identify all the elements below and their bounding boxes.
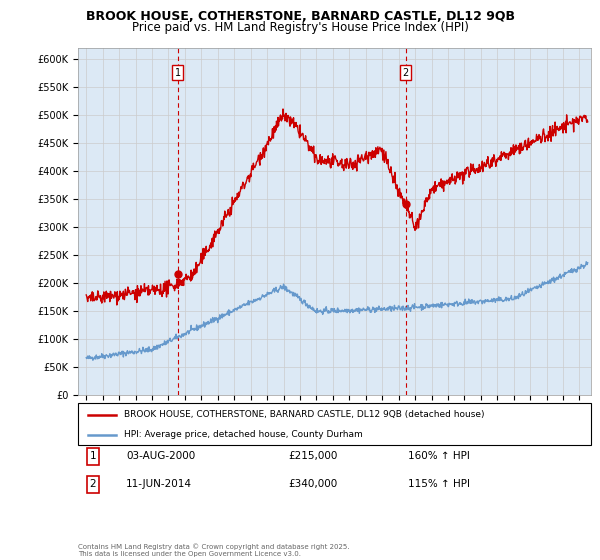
Text: 11-JUN-2014: 11-JUN-2014 [126, 479, 192, 489]
FancyBboxPatch shape [78, 403, 591, 445]
Text: £215,000: £215,000 [288, 451, 337, 461]
Text: Contains HM Land Registry data © Crown copyright and database right 2025.
This d: Contains HM Land Registry data © Crown c… [78, 544, 349, 557]
Text: 115% ↑ HPI: 115% ↑ HPI [408, 479, 470, 489]
Text: 1: 1 [175, 68, 181, 78]
Text: HPI: Average price, detached house, County Durham: HPI: Average price, detached house, Coun… [124, 430, 363, 439]
Text: Price paid vs. HM Land Registry's House Price Index (HPI): Price paid vs. HM Land Registry's House … [131, 21, 469, 34]
Text: BROOK HOUSE, COTHERSTONE, BARNARD CASTLE, DL12 9QB (detached house): BROOK HOUSE, COTHERSTONE, BARNARD CASTLE… [124, 410, 485, 419]
Text: 2: 2 [403, 68, 409, 78]
Text: 1: 1 [89, 451, 97, 461]
Text: 03-AUG-2000: 03-AUG-2000 [126, 451, 195, 461]
Text: £340,000: £340,000 [288, 479, 337, 489]
Text: 160% ↑ HPI: 160% ↑ HPI [408, 451, 470, 461]
Text: BROOK HOUSE, COTHERSTONE, BARNARD CASTLE, DL12 9QB: BROOK HOUSE, COTHERSTONE, BARNARD CASTLE… [86, 10, 515, 23]
Text: 2: 2 [89, 479, 97, 489]
